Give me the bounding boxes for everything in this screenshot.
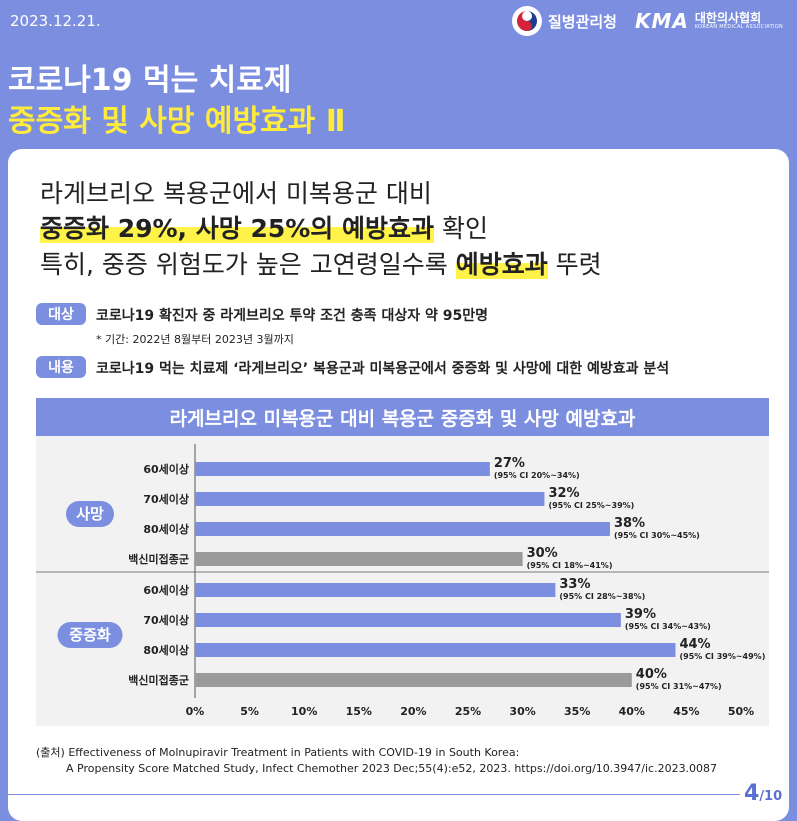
kdca-logo: 질병관리청: [511, 6, 617, 36]
x-tick-label: 5%: [240, 705, 259, 718]
bar-category-label: 백신미접종군: [128, 673, 189, 687]
bar: [195, 522, 610, 536]
content-text: 코로나19 먹는 치료제 ‘라게브리오’ 복용군과 미복용군에서 중증화 및 사…: [96, 361, 670, 377]
bar-ci-label: (95% CI 30%~45%): [614, 531, 700, 540]
x-tick-label: 40%: [619, 705, 645, 718]
headline-line-3: 특히, 중증 위험도가 높은 고연령일수록 예방효과 뚜렷: [40, 245, 602, 281]
date-label: 2023.12.21.: [10, 12, 101, 30]
page-indicator: 4/10: [744, 781, 782, 806]
title-line-1: 코로나19 먹는 치료제: [8, 63, 292, 98]
group-label: 사망: [76, 505, 104, 523]
x-tick-label: 10%: [291, 705, 317, 718]
bar-ci-label: (95% CI 20%~34%): [494, 471, 580, 480]
x-tick-label: 25%: [455, 705, 481, 718]
bar-category-label: 70세이상: [143, 492, 189, 506]
bar: [195, 673, 632, 687]
bar-value-label: 40%: [636, 667, 667, 682]
group-label-pill: [66, 501, 114, 527]
page-current: 4: [744, 781, 760, 806]
page-divider: [0, 794, 740, 795]
kma-mark: KMA: [634, 9, 689, 33]
kma-name: 대한의사협회: [694, 10, 762, 25]
bar-ci-label: (95% CI 18%~41%): [527, 561, 613, 570]
bar: [195, 462, 490, 476]
bar-value-label: 44%: [679, 637, 710, 652]
headline-line-1: 라게브리오 복용군에서 미복용군 대비: [40, 179, 432, 208]
bar: [195, 552, 523, 566]
bar-value-label: 38%: [614, 516, 645, 531]
bar: [195, 613, 621, 627]
x-tick-label: 35%: [564, 705, 590, 718]
bar-category-label: 80세이상: [143, 643, 189, 657]
x-tick-label: 20%: [400, 705, 426, 718]
chart-title: 라게브리오 미복용군 대비 복용군 중증화 및 사망 예방효과: [36, 398, 769, 436]
headline-line-3-post: 뚜렷: [547, 250, 602, 279]
bar-ci-label: (95% CI 31%~47%): [636, 682, 722, 691]
bar-ci-label: (95% CI 34%~43%): [625, 622, 711, 631]
bar-ci-label: (95% CI 25%~39%): [548, 501, 634, 510]
x-tick-label: 15%: [346, 705, 372, 718]
kdca-name: 질병관리청: [547, 12, 617, 31]
headline-highlight-1: 중증화 29%, 사망 25%의 예방효과: [40, 214, 434, 243]
bar: [195, 643, 676, 657]
bar: [195, 492, 545, 506]
group-label: 중증화: [69, 626, 111, 644]
header-logos: 질병관리청 KMA 대한의사협회 KOREAN MEDICAL ASSOCIAT…: [511, 6, 783, 36]
chart-area: 사망 60세이상 27% (95% CI 20%~34%) 70세이상 32% (95% C…: [36, 436, 769, 726]
headline-line-2-rest: 확인: [434, 214, 488, 243]
headline-line-2: 중증화 29%, 사망 25%의 예방효과 확인: [40, 209, 488, 245]
bar-ci-label: (95% CI 28%~38%): [559, 592, 645, 601]
headline-highlight-2: 예방효과: [455, 250, 548, 279]
bar: [195, 583, 556, 597]
bar-category-label: 80세이상: [143, 522, 189, 536]
content-tag: 내용: [36, 356, 86, 378]
x-tick-label: 45%: [673, 705, 699, 718]
bar-ci-label: (95% CI 39%~49%): [679, 652, 765, 661]
bar-value-label: 32%: [548, 486, 579, 501]
x-tick-label: 50%: [728, 705, 754, 718]
bar-value-label: 33%: [559, 577, 590, 592]
bar-value-label: 27%: [494, 456, 525, 471]
headline-line-3-pre: 특히, 중증 위험도가 높은 고연령일수록: [40, 250, 456, 279]
page-total: /10: [759, 789, 783, 804]
taegeuk-icon: [511, 6, 542, 36]
source-line-1: (출처) Effectiveness of Molnupiravir Treat…: [36, 746, 520, 759]
x-tick-label: 0%: [186, 705, 205, 718]
bar-category-label: 70세이상: [143, 613, 189, 627]
title-line-2: 중증화 및 사망 예방효과 Ⅱ: [8, 104, 346, 139]
kma-english-name: KOREAN MEDICAL ASSOCIATION: [694, 23, 783, 30]
bar-category-label: 백신미접종군: [128, 552, 189, 566]
target-tag: 대상: [36, 303, 86, 325]
group-label-pill: [57, 622, 123, 648]
bar-category-label: 60세이상: [143, 583, 189, 597]
bar-value-label: 39%: [625, 607, 656, 622]
target-text: 코로나19 확진자 중 라게브리오 투약 조건 충족 대상자 약 95만명: [96, 308, 488, 324]
source-line-2: A Propensity Score Matched Study, Infect…: [66, 762, 718, 775]
bar-category-label: 60세이상: [143, 462, 189, 476]
target-period-note: * 기간: 2022년 8월부터 2023년 3월까지: [96, 333, 294, 346]
kma-logo: KMA 대한의사협회 KOREAN MEDICAL ASSOCIATION: [635, 9, 783, 33]
x-tick-label: 30%: [509, 705, 535, 718]
bar-value-label: 30%: [527, 546, 558, 561]
